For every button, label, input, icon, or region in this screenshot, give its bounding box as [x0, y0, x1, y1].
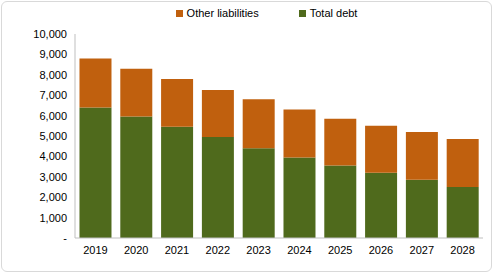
svg-text:10,000: 10,000: [33, 28, 67, 40]
svg-text:-: -: [63, 232, 67, 244]
svg-text:3,000: 3,000: [39, 171, 67, 183]
html-text:Other liabilities: Other liabilities: [186, 7, 259, 19]
svg-text:2020: 2020: [124, 244, 148, 256]
svg-text:2019: 2019: [83, 244, 107, 256]
svg-text:2026: 2026: [369, 244, 393, 256]
svg-text:9,000: 9,000: [39, 48, 67, 60]
svg-text:2024: 2024: [287, 244, 311, 256]
svg-text:2022: 2022: [206, 244, 230, 256]
svg-text:2025: 2025: [328, 244, 352, 256]
svg-text:2027: 2027: [410, 244, 434, 256]
html-text:Total debt: Total debt: [309, 7, 358, 19]
svg-text:4,000: 4,000: [39, 150, 67, 162]
svg-text:8,000: 8,000: [39, 69, 67, 81]
svg-text:6,000: 6,000: [39, 110, 67, 122]
svg-text:2,000: 2,000: [39, 191, 67, 203]
svg-text:5,000: 5,000: [39, 130, 67, 142]
svg-text:2028: 2028: [450, 244, 474, 256]
svg-text:1,000: 1,000: [39, 212, 67, 224]
svg-text:7,000: 7,000: [39, 89, 67, 101]
svg-text:2023: 2023: [246, 244, 270, 256]
svg-text:2021: 2021: [165, 244, 189, 256]
